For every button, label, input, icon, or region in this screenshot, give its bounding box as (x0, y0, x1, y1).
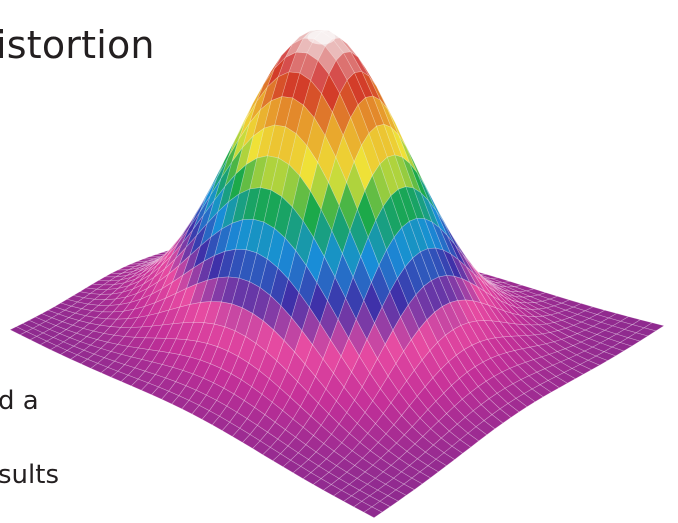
mesh-cell (571, 364, 593, 375)
peak-highlight (307, 30, 336, 45)
mesh-cell (363, 506, 383, 519)
mesh-wireframe (307, 30, 336, 45)
mesh-cell (563, 368, 585, 380)
mesh-cell (619, 337, 641, 347)
mesh-cell (635, 327, 657, 337)
mesh-cell (491, 408, 512, 424)
mesh-cell (579, 359, 601, 371)
clipped-title-text: istortion (0, 23, 155, 67)
clipped-body-text-line: sults (0, 460, 59, 490)
mesh-faces (9, 29, 665, 519)
mesh-cell (395, 483, 415, 496)
clipped-body-text-line: d a (0, 386, 39, 416)
mesh-cell (475, 420, 496, 436)
mesh-cell (451, 439, 472, 454)
mesh-cell (467, 426, 488, 442)
mesh-cell (379, 495, 399, 508)
mesh-cell (595, 351, 617, 361)
